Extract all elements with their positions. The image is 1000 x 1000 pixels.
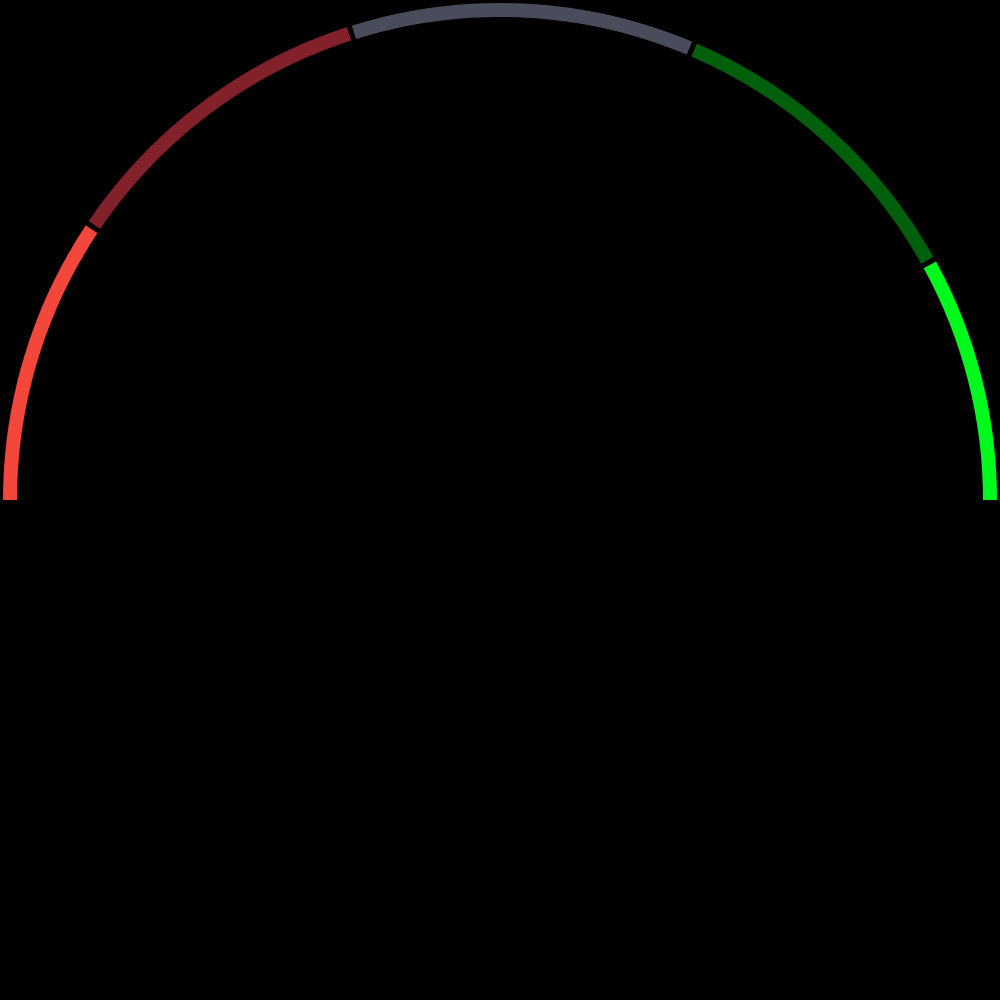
- gauge-segment-1: [3, 225, 98, 501]
- gauge-segment-4: [691, 43, 934, 264]
- gauge-segments: [3, 3, 997, 501]
- gauge-segment-3: [351, 3, 693, 55]
- gauge-segment-5: [923, 261, 997, 501]
- gauge-segment-2: [88, 27, 352, 229]
